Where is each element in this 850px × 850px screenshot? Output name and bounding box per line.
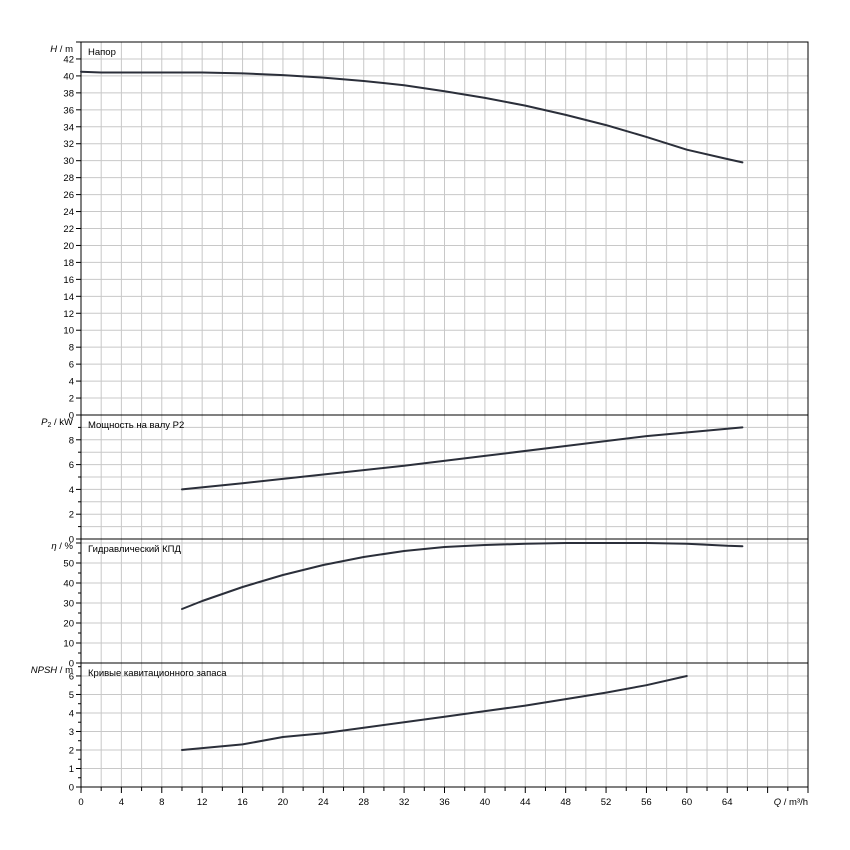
panel-title: Напор	[88, 47, 116, 58]
y-tick-label: 2	[69, 394, 74, 405]
y-tick-label: 2	[69, 510, 74, 521]
y-tick-label: 0	[69, 783, 74, 794]
x-tick-label: 44	[520, 797, 531, 808]
y-tick-label: 18	[63, 258, 74, 269]
x-tick-label: 36	[439, 797, 450, 808]
y-tick-label: 30	[63, 156, 74, 167]
x-tick-label: 64	[722, 797, 733, 808]
y-axis-label: H / m	[50, 44, 73, 55]
y-tick-label: 10	[63, 639, 74, 650]
y-tick-label: 36	[63, 105, 74, 116]
x-tick-label: 24	[318, 797, 329, 808]
curve-series-1	[80, 70, 744, 164]
x-tick-label: 20	[278, 797, 289, 808]
curve-series-3	[181, 542, 744, 610]
y-tick-label: 4	[69, 485, 74, 496]
y-tick-label: 10	[63, 326, 74, 337]
y-tick-label: 20	[63, 241, 74, 252]
x-tick-label: 12	[197, 797, 208, 808]
y-tick-label: 24	[63, 207, 74, 218]
y-tick-label: 40	[63, 579, 74, 590]
y-tick-label: 28	[63, 173, 74, 184]
x-tick-label: 52	[601, 797, 612, 808]
y-axis-label: P2 / kW	[41, 417, 73, 429]
y-tick-label: 2	[69, 745, 74, 756]
panel-title: Гидравлический КПД	[88, 544, 181, 555]
y-tick-label: 42	[63, 54, 74, 65]
y-tick-label: 40	[63, 71, 74, 82]
y-tick-label: 0	[69, 659, 74, 670]
y-tick-label: 30	[63, 599, 74, 610]
x-tick-label: 28	[358, 797, 369, 808]
y-tick-label: 6	[69, 460, 74, 471]
x-tick-label: 40	[480, 797, 491, 808]
y-tick-label: 6	[69, 360, 74, 371]
y-tick-label: 8	[69, 343, 74, 354]
y-tick-label: 3	[69, 727, 74, 738]
x-tick-label: 16	[237, 797, 248, 808]
x-axis-label: Q / m³/h	[774, 797, 808, 808]
y-tick-label: 22	[63, 224, 74, 235]
x-tick-label: 60	[682, 797, 693, 808]
y-tick-label: 38	[63, 88, 74, 99]
y-tick-label: 8	[69, 435, 74, 446]
x-tick-label: 8	[159, 797, 164, 808]
x-axis: 0 4 8 12 16 20 24 28 32 36 40 44 48 52 56 60 64 Q / m³/h	[78, 787, 809, 808]
x-tick-label: 56	[641, 797, 652, 808]
x-tick-label: 0	[78, 797, 83, 808]
y-tick-label: 12	[63, 309, 74, 320]
panel-title: Кривые кавитационного запаса	[88, 668, 227, 679]
y-tick-label: 0	[69, 535, 74, 546]
x-tick-label: 48	[560, 797, 571, 808]
y-tick-label: 6	[69, 671, 74, 682]
panel-3: 0 10 20 30 40 50 η / % Гидравлический КПД	[51, 538, 809, 670]
y-tick-label: 34	[63, 122, 74, 133]
panel-title: Мощность на валу P2	[88, 420, 184, 431]
y-tick-label: 32	[63, 139, 74, 150]
x-tick-label: 32	[399, 797, 410, 808]
y-tick-label: 20	[63, 619, 74, 630]
y-tick-label: 5	[69, 690, 74, 701]
curve-series-2	[181, 426, 744, 491]
curve-series-4	[181, 675, 688, 751]
y-tick-label: 50	[63, 559, 74, 570]
y-tick-label: 16	[63, 275, 74, 286]
y-tick-label: 4	[69, 708, 74, 719]
y-tick-label: 1	[69, 764, 74, 775]
y-tick-label: 26	[63, 190, 74, 201]
y-axis-label: NPSH / m	[31, 665, 73, 676]
y-axis-label: η / %	[51, 541, 73, 552]
chart-panels: 024681012141618202224262830323436384042H…	[31, 41, 809, 794]
y-tick-label: 0	[69, 411, 74, 422]
x-tick-label: 4	[119, 797, 124, 808]
y-tick-label: 4	[69, 377, 74, 388]
y-tick-label: 14	[63, 292, 74, 303]
